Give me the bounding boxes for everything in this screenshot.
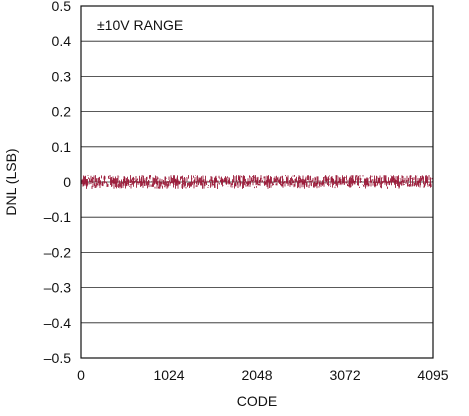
x-tick-label-0: 0: [77, 367, 85, 383]
range-annotation: ±10V RANGE: [97, 17, 183, 33]
y-tick-labels: 0.5 0.4 0.3 0.2 0.1 0 –0.1 –0.2 –0.3 –0.4 –0.5: [44, 0, 71, 366]
y-tick-label-3: 0.2: [52, 104, 72, 120]
y-axis-label: DNL (LSB): [3, 148, 19, 215]
y-tick-label-6: –0.1: [44, 209, 71, 225]
y-tick-label-0: 0.5: [52, 0, 72, 14]
grid-lines: [81, 40, 433, 324]
x-tick-label-1: 1024: [153, 367, 184, 383]
plot-frame: [80, 5, 434, 359]
y-tick-label-2: 0.3: [52, 68, 72, 84]
x-tick-labels: 0 1024 2048 3072 4095: [77, 367, 449, 383]
x-tick-label-4: 4095: [417, 367, 448, 383]
y-tick-label-10: –0.5: [44, 350, 71, 366]
y-tick-label-9: –0.4: [44, 315, 71, 331]
y-tick-label-7: –0.2: [44, 244, 71, 260]
x-tick-label-3: 3072: [329, 367, 360, 383]
y-tick-label-4: 0.1: [52, 139, 72, 155]
y-tick-label-1: 0.4: [52, 33, 72, 49]
y-tick-label-8: –0.3: [44, 280, 71, 296]
y-tick-label-5: 0: [63, 174, 71, 190]
x-axis-label: CODE: [237, 393, 277, 409]
x-tick-label-2: 2048: [241, 367, 272, 383]
